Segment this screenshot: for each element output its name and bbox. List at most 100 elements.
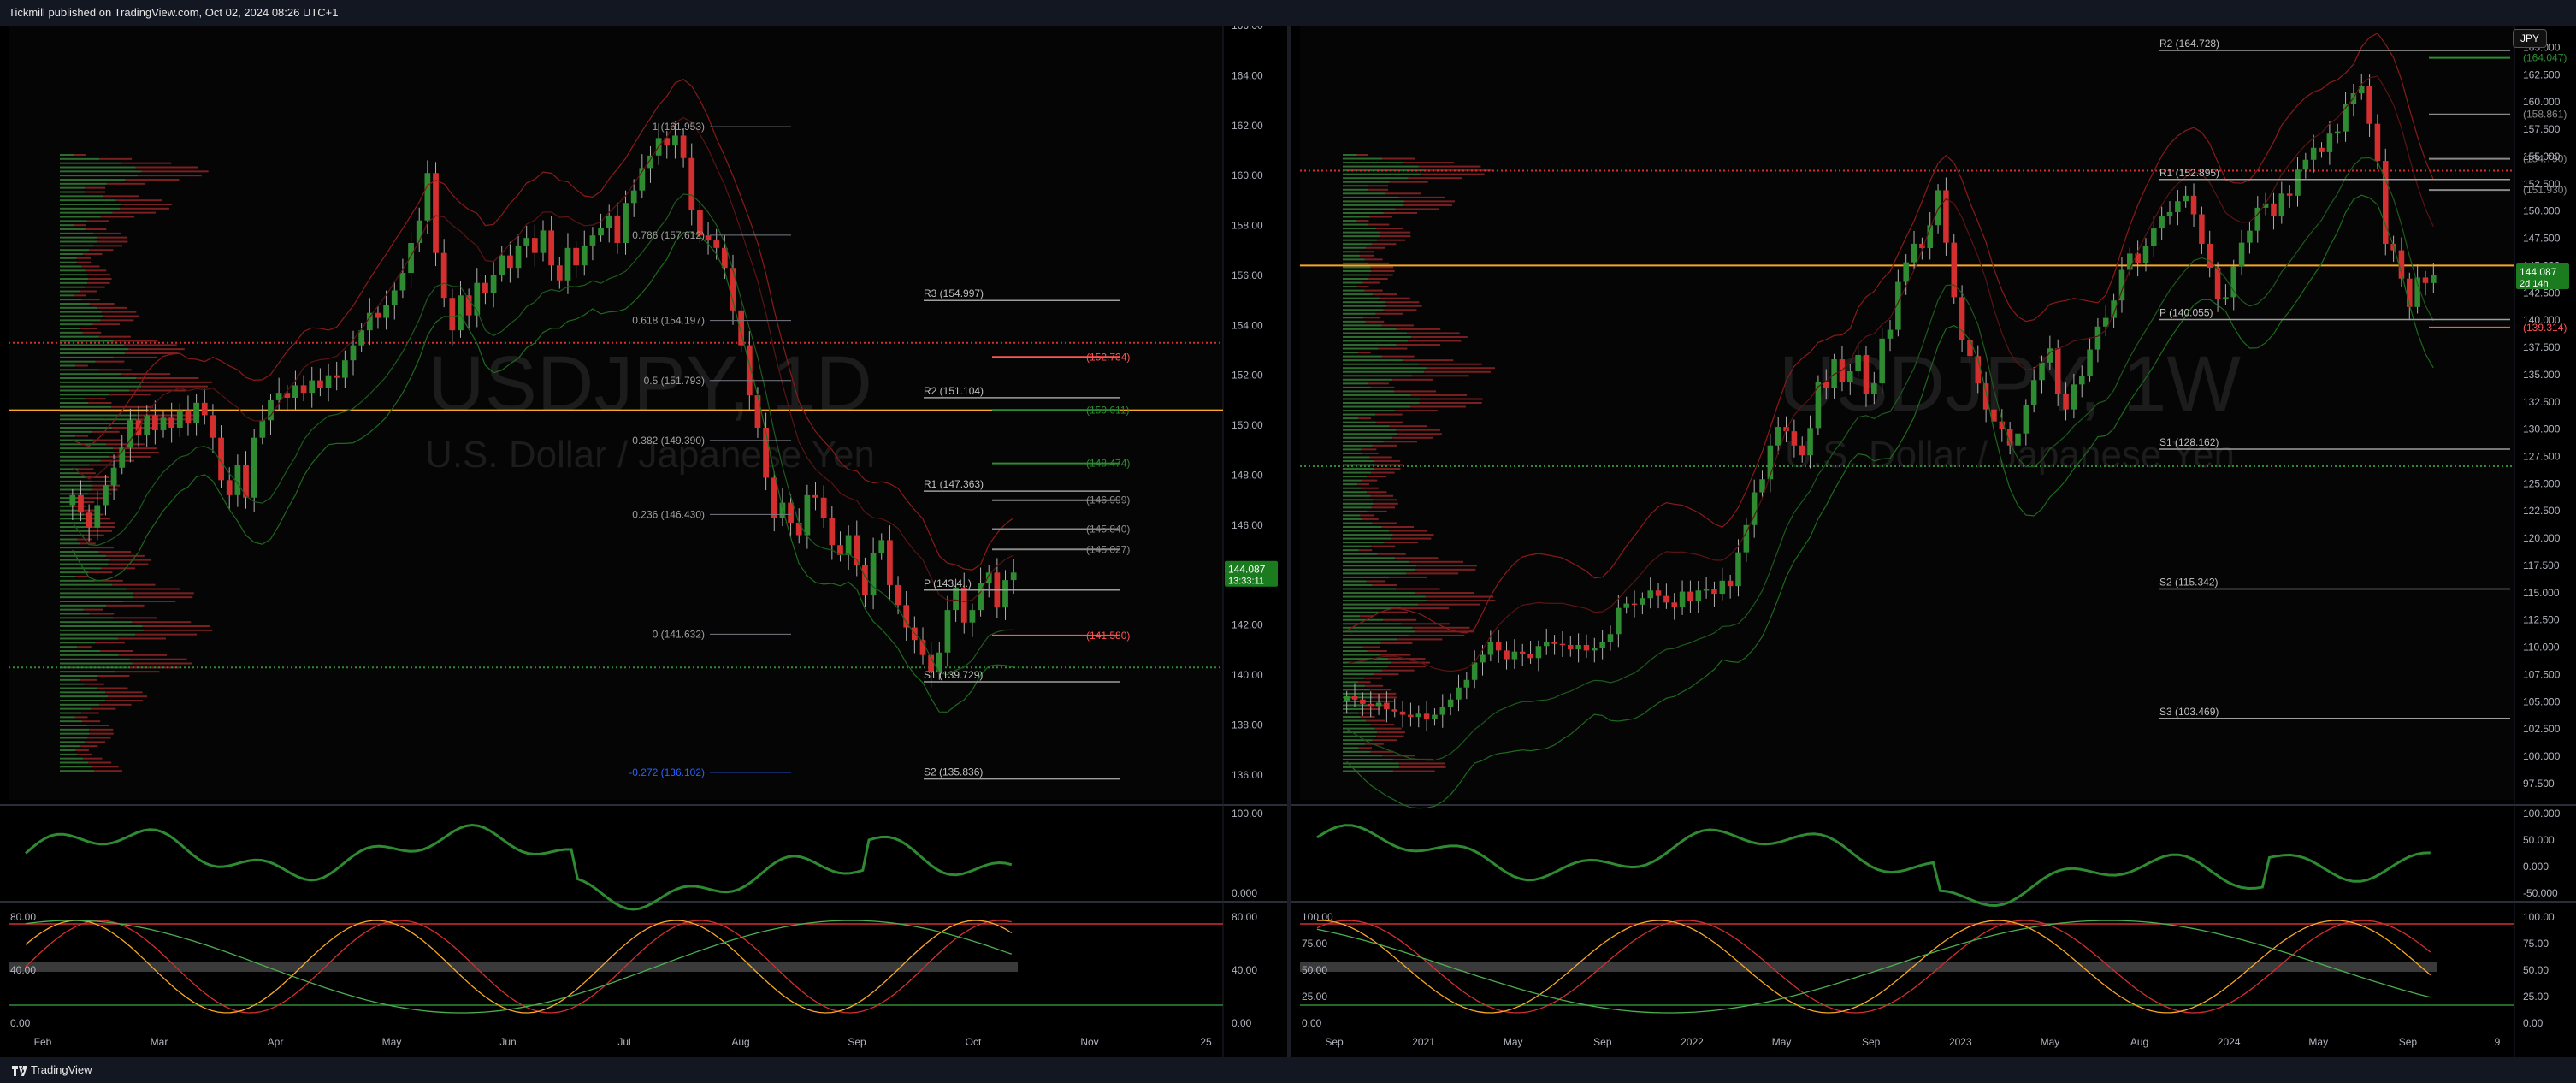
volume-profile-bar [1375, 312, 1403, 315]
target-label: (158.861) [2523, 109, 2567, 121]
candle-body [2006, 429, 2013, 446]
osc2-tick-label: 80.00 [1232, 911, 1257, 923]
volume-profile-bar [81, 299, 100, 301]
candle-body [1663, 595, 1669, 603]
candle-body [465, 295, 472, 316]
y-axis-tick-label: 150.000 [2523, 205, 2561, 217]
x-axis-tick-label: May [1504, 1036, 1523, 1048]
fib-level-label: -0.272 (136.102) [629, 766, 705, 778]
volume-profile-bar [1343, 681, 1358, 684]
candle-body [1447, 699, 1454, 707]
candle-body [268, 399, 274, 421]
volume-profile-bar [60, 604, 107, 607]
volume-profile-bar [60, 732, 90, 735]
volume-profile-bar [80, 328, 98, 329]
volume-profile-bar [1382, 157, 1415, 160]
volume-profile-bar [1358, 417, 1372, 420]
volume-profile-bar [1383, 618, 1417, 621]
volume-profile-bar [112, 211, 156, 214]
volume-profile-bar [126, 588, 181, 590]
volume-profile-bar [60, 228, 86, 230]
pivot-label: S2 (115.342) [2159, 576, 2219, 588]
volume-profile-bar [1343, 592, 1415, 595]
volume-profile-bar [1343, 312, 1376, 315]
volume-profile-bar [1378, 611, 1408, 613]
volume-profile-bar [112, 583, 156, 586]
volume-profile-bar [86, 220, 109, 222]
target-label: (139.314) [2523, 322, 2567, 334]
volume-profile-bar [1396, 429, 1441, 431]
candle-body [226, 480, 233, 495]
volume-profile-bar [1343, 177, 1409, 180]
candle-body [2199, 214, 2205, 244]
candle-body [334, 375, 340, 378]
volume-profile-bar [79, 509, 96, 512]
volume-profile-bar [1380, 235, 1411, 238]
volume-profile-bar [79, 501, 95, 503]
volume-profile-bar [1391, 661, 1430, 664]
volume-profile-bar [1343, 743, 1366, 745]
volume-profile-bar [60, 364, 76, 367]
volume-profile-bar [1381, 355, 1415, 358]
candle-body [1599, 642, 1605, 648]
volume-profile-bar [89, 728, 114, 731]
currency-button[interactable]: JPY [2513, 29, 2547, 48]
volume-profile-bar [84, 683, 104, 685]
candle-body [1855, 354, 1861, 372]
candle-body [201, 402, 208, 416]
candle-body [300, 385, 307, 394]
candle-body [1010, 572, 1017, 581]
volume-profile-bar [136, 377, 199, 379]
candle-body [1767, 445, 1774, 480]
volume-profile-bar [1374, 459, 1401, 462]
volume-profile-bar [1343, 317, 1364, 319]
volume-profile-bar [1365, 320, 1385, 323]
volume-profile-bar [1343, 456, 1370, 459]
volume-profile-bar [60, 423, 128, 425]
y-axis-tick-label: 132.500 [2523, 396, 2561, 408]
volume-profile-bar [82, 331, 102, 334]
volume-profile-bar [98, 551, 132, 553]
candle-body [837, 545, 843, 555]
candle-body [325, 375, 332, 388]
tradingview-logo[interactable]: TradingView [12, 1063, 92, 1076]
volume-profile-bar [1343, 684, 1365, 687]
volume-profile-bar [113, 340, 158, 342]
volume-profile-bar [60, 484, 93, 487]
volume-profile-bar [1389, 576, 1427, 578]
volume-profile-bar [120, 207, 169, 210]
volume-profile-bar [60, 435, 76, 437]
volume-profile-bar [1343, 565, 1417, 567]
daily-chart[interactable]: USDJPY, 1D U.S. Dollar / Japanese Yen 1 (1… [0, 26, 1287, 1057]
volume-profile-bar [1372, 522, 1397, 524]
volume-profile-bar [60, 637, 119, 640]
volume-profile-bar [60, 579, 95, 582]
volume-profile-bar [60, 741, 86, 743]
candle-body [1391, 709, 1397, 712]
candle-body [2358, 86, 2365, 94]
pane-divider[interactable] [1287, 26, 1291, 1057]
upper-envelope-line [1346, 33, 2434, 634]
volume-profile-bar [1343, 762, 1399, 765]
volume-profile-bar [1372, 696, 1397, 699]
volume-profile-bar [136, 414, 200, 417]
candle-body [2087, 349, 2093, 376]
y-axis-tick-label: 142.00 [1232, 619, 1263, 631]
volume-profile-bar [60, 720, 82, 723]
stoch-mid-band [9, 962, 1018, 972]
y-axis-tick-label: 162.00 [1232, 120, 1263, 132]
volume-profile-bar [84, 534, 104, 536]
candle-body [284, 393, 291, 398]
volume-profile-bar [1343, 448, 1362, 451]
volume-profile-bar [60, 455, 110, 458]
volume-profile-bar [60, 278, 89, 280]
volume-profile-bar [1343, 332, 1408, 334]
volume-profile-bar [129, 389, 186, 392]
volume-profile-bar [74, 154, 86, 156]
volume-profile-bar [1366, 246, 1385, 249]
volume-profile-bar [60, 757, 84, 760]
candle-body [2431, 275, 2437, 283]
candle-body [69, 494, 76, 506]
volume-profile-bar [60, 447, 114, 450]
